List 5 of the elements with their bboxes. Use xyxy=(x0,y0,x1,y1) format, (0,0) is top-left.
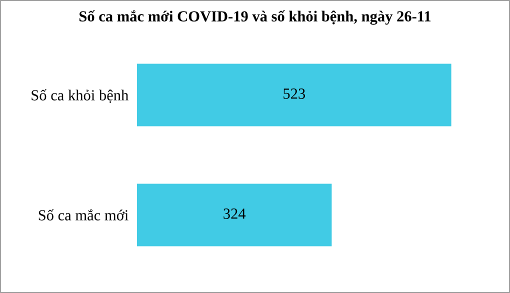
data-label: 523 xyxy=(284,88,306,99)
chart-title: Số ca mắc mới COVID-19 và số khỏi bệnh, ngày 26-11 xyxy=(79,10,431,25)
y-tick-label: Số ca mắc mới xyxy=(38,209,128,220)
data-label: 324 xyxy=(224,208,246,219)
y-tick-label: Số ca khỏi bệnh xyxy=(32,89,128,103)
